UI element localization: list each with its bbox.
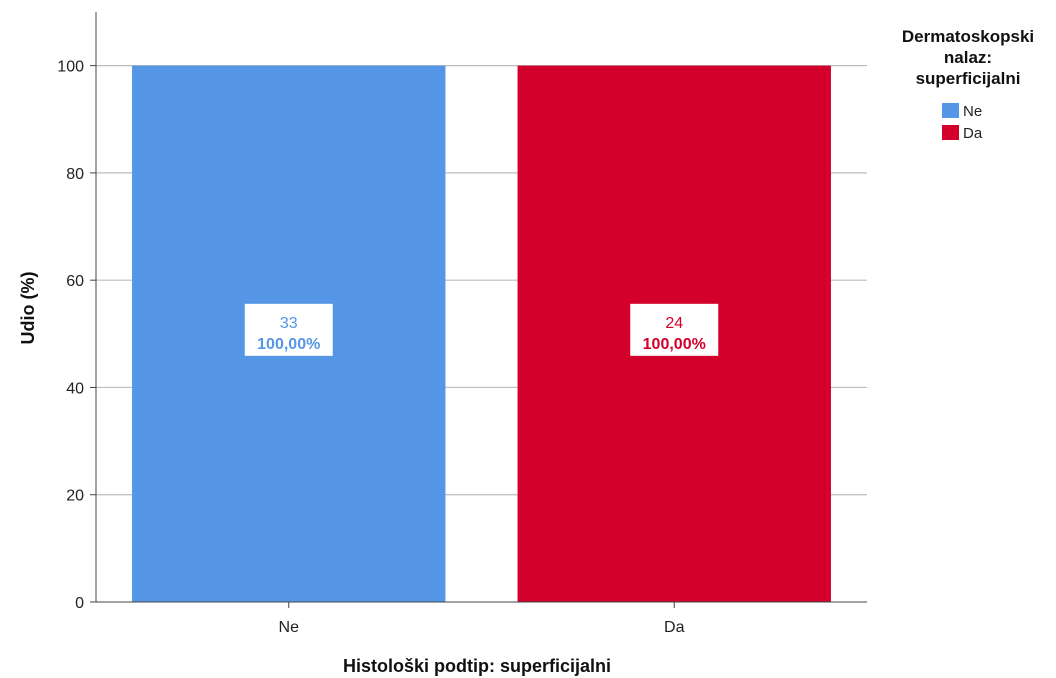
data-label-count: 33 xyxy=(280,315,298,332)
x-tick-label: Ne xyxy=(279,619,300,636)
x-axis-title: Histološki podtip: superficijalni xyxy=(343,656,611,676)
y-tick-label: 40 xyxy=(66,380,84,397)
legend-swatch-ne xyxy=(942,103,959,118)
bars xyxy=(132,65,831,603)
y-axis-title: Udio (%) xyxy=(18,272,38,345)
y-tick-label: 60 xyxy=(66,273,84,290)
legend-title-line-2: nalaz: xyxy=(944,48,992,67)
x-tick-label: Da xyxy=(664,619,685,636)
data-label-box xyxy=(244,303,333,356)
y-tick-label: 100 xyxy=(57,59,84,76)
y-tick-label: 80 xyxy=(66,166,84,183)
data-labels: 33 100,00% 24 100,00% xyxy=(244,303,719,356)
data-label-box xyxy=(630,303,719,356)
y-tick-label: 20 xyxy=(66,488,84,505)
legend-swatch-da xyxy=(942,125,959,140)
legend-label-da: Da xyxy=(963,125,983,142)
axes: 0 20 40 60 80 100 Ne Da xyxy=(57,12,867,636)
legend: Dermatoskopski nalaz: superficijalni Ne D… xyxy=(902,27,1034,142)
legend-title-line-3: superficijalni xyxy=(916,69,1021,88)
data-label-count: 24 xyxy=(665,315,683,332)
data-label-percent: 100,00% xyxy=(643,336,706,353)
data-label-percent: 100,00% xyxy=(257,336,320,353)
legend-items: Ne Da xyxy=(942,103,983,142)
legend-title-line-1: Dermatoskopski xyxy=(902,27,1034,46)
legend-label-ne: Ne xyxy=(963,103,982,120)
y-tick-label: 0 xyxy=(75,595,84,612)
